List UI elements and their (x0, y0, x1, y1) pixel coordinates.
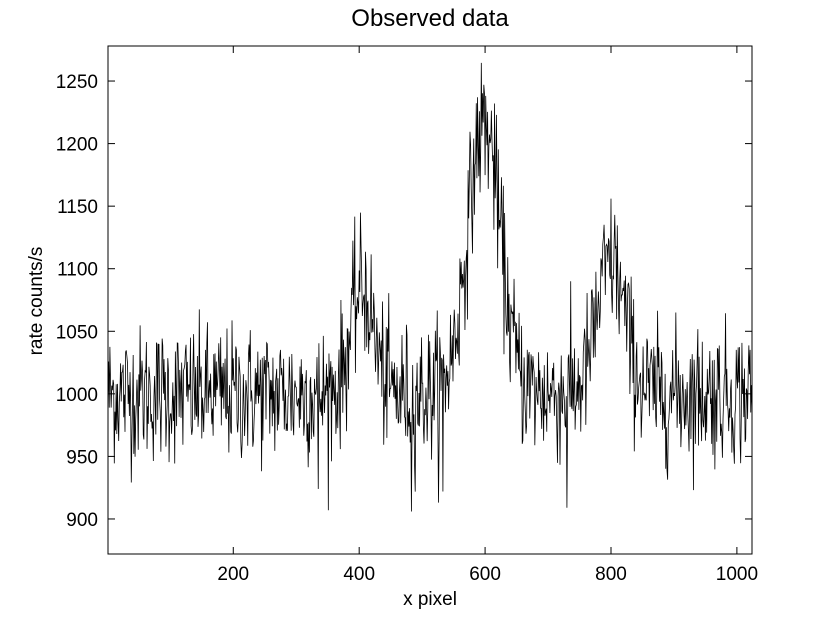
y-tick-label: 1000 (56, 385, 98, 406)
x-tick-label: 800 (595, 564, 627, 585)
y-tick-label: 1200 (56, 135, 98, 156)
axis-ticks: 200 400 600 800 1000 900 950 1000 1050 1100 1150 12… (56, 46, 758, 585)
x-tick-label: 600 (469, 564, 501, 585)
x-axis-label: x pixel (403, 589, 457, 610)
plot-frame (107, 45, 753, 555)
y-tick-label: 950 (66, 447, 98, 468)
plot-area (107, 62, 753, 512)
x-tick-label: 1000 (716, 564, 758, 585)
series-line (107, 62, 753, 512)
y-tick-label: 1150 (57, 197, 98, 218)
x-tick-label: 400 (343, 564, 375, 585)
y-tick-label: 1250 (56, 72, 98, 93)
y-axis-label: rate counts/s (26, 247, 47, 356)
x-tick-label: 200 (217, 564, 249, 585)
y-tick-label: 1100 (57, 260, 98, 281)
y-tick-label: 1050 (56, 322, 98, 343)
y-tick-label: 900 (66, 510, 98, 531)
chart-title: Observed data (351, 5, 509, 32)
